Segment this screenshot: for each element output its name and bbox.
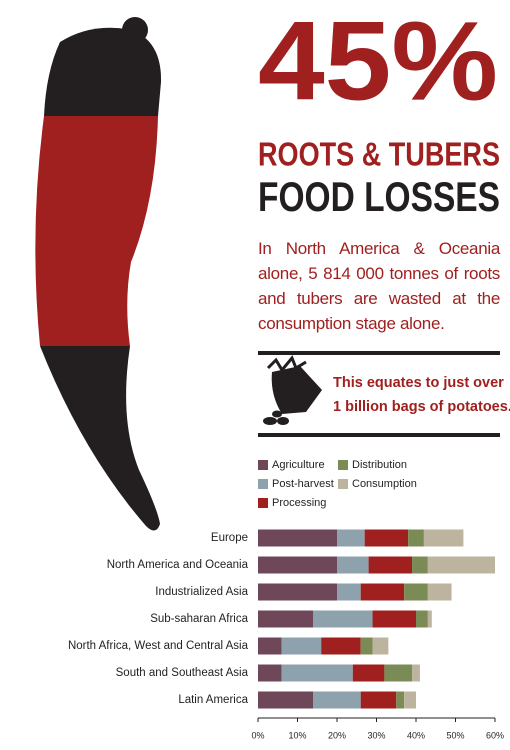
bar-segment	[313, 691, 361, 709]
bar-segment	[427, 556, 495, 574]
bar-segment	[384, 664, 413, 682]
bar-segment	[427, 583, 452, 601]
bar-segment	[404, 583, 428, 601]
bar-segment	[258, 664, 282, 682]
bar-segment	[396, 691, 405, 709]
x-tick-label: 20%	[328, 730, 346, 740]
bar-segment	[258, 610, 314, 628]
bar-segment	[313, 610, 373, 628]
bar-segment	[404, 691, 416, 709]
callout-line: 1 billion bags of potatoes.	[333, 399, 510, 415]
legend-label: Consumption	[352, 478, 417, 490]
x-tick-label: 50%	[446, 730, 464, 740]
bar-segment	[427, 610, 432, 628]
bar-segment	[360, 691, 397, 709]
bar-segment	[321, 637, 361, 655]
legend-label: Post-harvest	[272, 478, 334, 490]
bar-segment	[372, 637, 389, 655]
root-illustration	[35, 17, 162, 531]
root-bottom	[40, 346, 160, 531]
bar-segment	[258, 556, 337, 574]
bar-segment	[368, 556, 413, 574]
bar-segment	[258, 691, 314, 709]
bar-segment	[337, 556, 369, 574]
bar-segment	[423, 529, 464, 547]
legend-swatch	[258, 498, 268, 508]
legend-label: Distribution	[352, 459, 407, 471]
x-tick-label: 30%	[367, 730, 385, 740]
bar-segment	[337, 529, 365, 547]
category-label: South and Southeast Asia	[116, 667, 249, 679]
bar-segment	[258, 637, 282, 655]
bar-segment	[412, 664, 420, 682]
subtitle: ROOTS & TUBERS	[258, 136, 500, 173]
divider	[258, 351, 500, 355]
bar-segment	[416, 610, 428, 628]
x-tick-label: 40%	[407, 730, 425, 740]
x-tick-label: 10%	[288, 730, 306, 740]
bar-segment	[408, 529, 424, 547]
bar-segment	[337, 583, 361, 601]
bar-segment	[281, 664, 353, 682]
root-top	[44, 27, 162, 116]
divider	[258, 433, 500, 437]
bar-segment	[258, 529, 337, 547]
bar-segment	[360, 583, 405, 601]
bar-segment	[372, 610, 416, 628]
legend-swatch	[258, 479, 268, 489]
category-label: Industrialized Asia	[155, 586, 248, 598]
category-label: North America and Oceania	[107, 559, 249, 571]
big-stat: 45%	[258, 0, 498, 124]
category-label: Europe	[211, 532, 248, 544]
category-label: Sub-saharan Africa	[150, 613, 248, 625]
callout-line: This equates to just over	[333, 375, 504, 391]
legend-label: Processing	[272, 497, 326, 509]
category-label: North Africa, West and Central Asia	[68, 640, 249, 652]
bar-segment	[258, 583, 337, 601]
legend-label: Agriculture	[272, 459, 325, 471]
bar-segment	[281, 637, 322, 655]
legend-swatch	[338, 460, 348, 470]
paragraph: In North America & Oceania alone, 5 814 …	[258, 239, 500, 333]
root-middle	[35, 116, 158, 346]
title: FOOD LOSSES	[258, 173, 500, 220]
sack-icon	[263, 355, 322, 425]
legend-swatch	[258, 460, 268, 470]
bar-segment	[412, 556, 428, 574]
x-tick-label: 0%	[251, 730, 264, 740]
x-tick-label: 60%	[486, 730, 504, 740]
bar-segment	[364, 529, 409, 547]
category-label: Latin America	[178, 694, 248, 706]
bar-segment	[352, 664, 385, 682]
legend-swatch	[338, 479, 348, 489]
bar-segment	[360, 637, 373, 655]
